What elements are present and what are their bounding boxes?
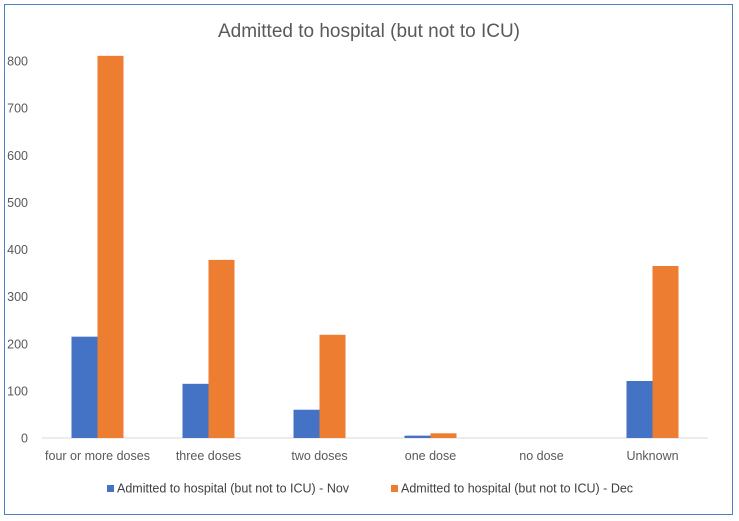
bar-nov	[71, 336, 98, 438]
legend-swatch	[391, 485, 398, 492]
bar-dec	[97, 55, 124, 438]
y-tick-label: 500	[7, 196, 28, 210]
y-axis: 0 100 200 300 400 500 600 700 800	[7, 55, 28, 446]
legend-label: Admitted to hospital (but not to ICU) - …	[117, 482, 350, 496]
y-tick-label: 100	[7, 384, 28, 398]
x-tick-label: four or more doses	[45, 449, 150, 463]
x-axis: four or more doses three doses two doses on…	[42, 437, 708, 463]
bar-nov	[626, 380, 653, 438]
bar-dec	[652, 265, 679, 438]
x-tick-label: Unknown	[626, 449, 678, 463]
chart-title: Admitted to hospital (but not to ICU)	[218, 21, 520, 42]
legend-swatch	[107, 485, 114, 492]
x-tick-label: three doses	[176, 449, 241, 463]
x-tick-label: one dose	[405, 449, 456, 463]
y-tick-label: 800	[7, 55, 28, 69]
chart-frame	[4, 4, 733, 515]
x-tick-label: two doses	[291, 449, 347, 463]
y-tick-label: 200	[7, 337, 28, 351]
legend: Admitted to hospital (but not to ICU) - …	[107, 482, 633, 496]
y-tick-label: 300	[7, 290, 28, 304]
bar-dec	[319, 334, 346, 438]
bars	[71, 55, 679, 438]
y-tick-label: 700	[7, 102, 28, 116]
bar-nov	[404, 435, 431, 438]
legend-label: Admitted to hospital (but not to ICU) - …	[401, 482, 633, 496]
bar-dec	[430, 433, 457, 438]
y-tick-label: 0	[21, 432, 28, 446]
bar-nov	[182, 383, 209, 438]
bar-dec	[208, 259, 235, 438]
x-tick-label: no dose	[519, 449, 564, 463]
bar-nov	[293, 409, 320, 438]
y-tick-label: 600	[7, 149, 28, 163]
y-tick-label: 400	[7, 243, 28, 257]
